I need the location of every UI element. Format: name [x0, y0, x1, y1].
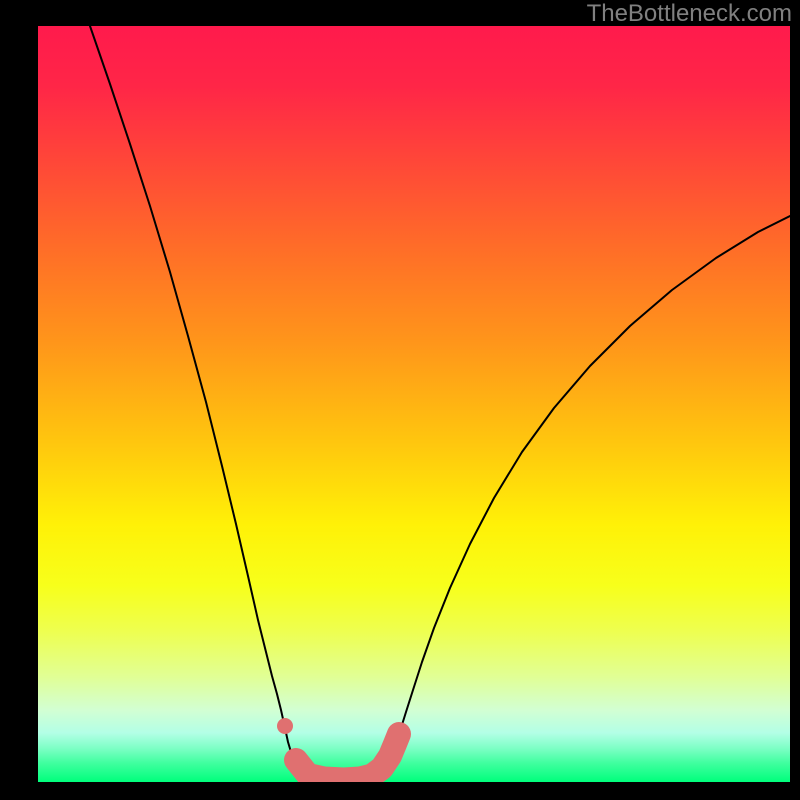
gradient-background [38, 26, 790, 782]
chart-svg [38, 26, 790, 782]
chart-plot-area [38, 26, 790, 782]
marker-isolated-dot [277, 718, 293, 734]
watermark-text: TheBottleneck.com [587, 0, 792, 28]
